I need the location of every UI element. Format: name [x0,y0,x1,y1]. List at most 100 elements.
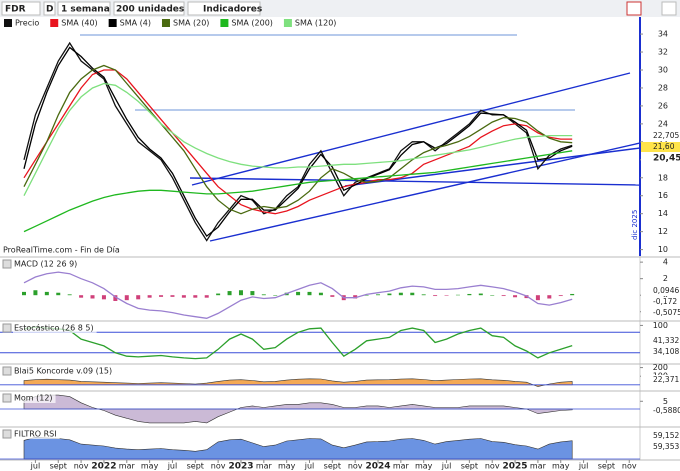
value-label-bg [641,297,680,307]
legend-label: SMA (20) [173,19,209,28]
x-tick-label: jul [304,462,315,471]
histogram-bar [238,290,243,296]
indicators-box[interactable] [187,1,261,16]
series-line [23,326,573,360]
histogram-bar [273,295,278,296]
histogram-bar [364,295,369,296]
value-label-bg [641,375,680,385]
panel-title: FILTRO RSI [14,430,57,439]
value-label-bg [641,308,680,318]
histogram-bar [478,293,483,296]
histogram-bar [159,295,164,297]
symbol[interactable]: FDR [5,5,26,15]
histogram-bar [79,295,84,298]
histogram-bar [124,295,129,301]
panel-title-bg [13,393,56,403]
y-tick-label: 26 [658,101,668,110]
panel-icon [2,259,12,269]
panel-title-bg [13,429,60,439]
histogram-bar [330,295,335,297]
value-label-bg [641,286,680,296]
legend-swatch [220,19,229,27]
legend-swatch [161,19,170,27]
y-tick-label: 18 [658,173,668,182]
period-box[interactable] [57,1,111,16]
alert-icon[interactable] [626,1,642,16]
value-label: 34,108 [653,347,679,356]
value-label: -0,5075 [653,308,680,317]
x-tick-label: nov [348,462,363,471]
value-label: 21,60 [653,142,675,151]
value-label-bg [641,406,680,416]
histogram-bar [44,291,49,296]
y-tick-label: 10 [658,245,668,254]
trend-line [191,72,631,186]
units[interactable]: 200 unidades [116,5,184,15]
period-type[interactable]: D [46,5,53,15]
y-tick-label: 32 [658,48,668,57]
x-tick-label: mar [119,462,136,471]
x-tick-label: sept [324,462,341,471]
series-line [23,271,573,319]
histogram-bar [181,295,186,298]
y-tick-label: 5 [663,397,668,406]
legend-swatch [50,19,59,27]
legend-label: SMA (4) [120,19,151,28]
y-tick-label: 12 [658,227,668,236]
units-box[interactable] [113,1,185,16]
histogram-bar [101,295,106,300]
histogram-bar [67,294,72,296]
y-tick-label: 34 [658,30,668,39]
x-tick-label: mar [393,462,410,471]
x-tick-label: may [141,462,159,471]
legend-swatch [283,19,292,27]
histogram-bar [513,295,518,298]
y-tick-label: 22 [658,137,668,146]
symbol-box[interactable] [1,1,41,16]
watermark: ProRealTime.com - Fin de Día [3,246,120,255]
value-label-bg [641,336,680,346]
y-tick-label: 2 [663,274,668,283]
x-tick-label: jul [578,462,589,471]
value-label-bg [641,347,680,357]
x-tick-label: jul [441,462,452,471]
cursor-date: dic 2025 [631,210,639,240]
histogram-bar [90,295,95,299]
histogram-bar [318,292,323,296]
menu-icon[interactable] [661,1,677,16]
value-label-bg [641,153,680,163]
x-tick-label: nov [485,462,500,471]
histogram-bar [22,291,26,296]
y-tick-label: 28 [658,83,668,92]
y-tick-label: 100 [653,321,668,330]
x-tick-label: nov [211,462,226,471]
y-tick-label: 30 [658,65,668,74]
legend-label: Precio [15,19,39,28]
histogram-bar [535,295,540,301]
period-type-box[interactable] [43,1,56,16]
x-tick-label: jul [30,462,41,471]
histogram-bar [250,291,255,296]
legend-swatch [108,19,117,27]
x-tick-label: may [552,462,570,471]
histogram-bar [353,295,358,299]
panel-title: Blai5 Koncorde v.09 (15) [14,367,112,376]
histogram-bar [307,291,312,296]
x-tick-label: 2024 [365,462,390,471]
value-label: -0,172 [653,297,677,306]
indicators[interactable]: Indicadores [203,5,262,15]
trend-line [209,142,641,242]
period[interactable]: 1 semana [61,5,110,15]
histogram-bar [558,295,563,297]
histogram-bar [570,293,575,296]
histogram-bar [421,294,426,296]
value-label: 0,0946 [653,286,679,295]
value-label-bg [641,442,680,452]
y-tick-label: 200 [653,363,668,372]
histogram-bar [501,295,506,297]
legend-label: SMA (200) [231,19,273,28]
histogram-bar [261,294,266,296]
y-tick-label: 24 [658,119,668,128]
x-tick-label: 2023 [228,462,253,471]
histogram-bar [547,295,552,299]
